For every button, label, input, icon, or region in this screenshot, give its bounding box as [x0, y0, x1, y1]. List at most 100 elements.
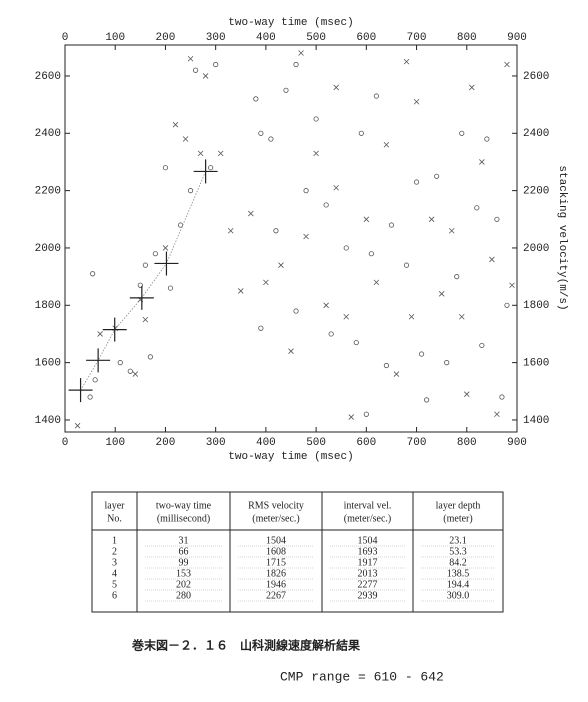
table	[91, 491, 504, 613]
x-axis-label-bottom: two-way time (msec)	[228, 451, 353, 463]
pick-cross	[68, 378, 93, 403]
table-cell: 1917	[358, 557, 378, 568]
circle-point	[484, 136, 490, 142]
x-point	[182, 136, 189, 142]
y-tick-label-right: 1800	[523, 300, 549, 312]
x-point	[494, 411, 500, 418]
y-tick-label-right: 2600	[523, 71, 549, 83]
circle-point	[90, 271, 96, 277]
circle-point	[343, 245, 349, 251]
x-point	[343, 313, 350, 320]
x-point	[448, 227, 455, 234]
x-point	[248, 210, 254, 217]
x-point	[303, 233, 309, 240]
table-cell: 3	[112, 557, 117, 568]
circle-point	[368, 251, 374, 257]
circle-point	[187, 188, 194, 194]
x-point	[323, 302, 329, 309]
table-cell: 153	[176, 568, 191, 579]
circle-point	[363, 411, 369, 417]
circle-point	[152, 251, 158, 257]
x-point	[413, 98, 420, 105]
circle-point	[358, 130, 364, 136]
circle-point	[479, 342, 485, 349]
circle-point	[137, 282, 143, 288]
x-point	[278, 262, 284, 268]
x-tick-label-bottom: 300	[206, 437, 226, 449]
circle-point	[167, 285, 174, 291]
circle-point	[328, 331, 334, 337]
x-point	[197, 150, 204, 157]
table-cell: 138.5	[447, 568, 470, 579]
table-cell: 2267	[266, 590, 286, 601]
x-axis-label-top: two-way time (msec)	[228, 17, 353, 29]
y-tick-label-left: 2200	[35, 186, 61, 198]
x-point	[428, 216, 435, 223]
x-point	[438, 291, 445, 297]
table-cell: 2013	[358, 568, 378, 579]
table-header: No.	[107, 513, 122, 524]
y-axis-label: stacking velocity(m/s)	[556, 165, 568, 310]
circle-point	[258, 130, 264, 136]
circle-point	[413, 179, 420, 185]
x-point	[504, 61, 510, 68]
table-cell: 5	[112, 579, 117, 590]
circle-point	[87, 394, 93, 400]
x-point	[227, 227, 234, 234]
y-tick-label-left: 2400	[35, 128, 61, 140]
plot-frame	[64, 44, 518, 433]
table-cell: 2277	[358, 579, 378, 590]
circle-point	[293, 61, 299, 68]
y-tick-label-left: 2600	[35, 71, 61, 83]
x-point	[333, 184, 339, 191]
table-cell: 194.4	[447, 579, 470, 590]
x-tick-label-bottom: 400	[256, 437, 276, 449]
y-tick-label-left: 1600	[35, 358, 61, 370]
circle-point	[273, 228, 279, 234]
x-point	[132, 371, 139, 377]
table-cell: 280	[176, 590, 191, 601]
x-point	[489, 256, 495, 263]
circle-point	[403, 262, 410, 268]
circle-point	[208, 165, 214, 171]
circle-point	[494, 216, 500, 222]
x-point	[363, 216, 370, 223]
x-point	[263, 279, 269, 286]
x-point	[288, 348, 294, 354]
circle-point	[418, 351, 425, 357]
pick-cross	[154, 251, 179, 276]
x-point	[408, 313, 415, 320]
x-tick-label-top: 800	[457, 32, 477, 44]
circle-point	[293, 308, 299, 314]
y-tick-label-right: 2000	[523, 243, 549, 255]
table-cell: 1504	[358, 535, 378, 546]
x-tick-label-bottom: 0	[62, 437, 69, 449]
circle-point	[147, 354, 153, 360]
x-point	[172, 121, 179, 128]
table-header: (meter/sec.)	[344, 513, 391, 524]
circle-point	[142, 262, 148, 268]
x-point	[393, 371, 400, 377]
x-tick-label-top: 100	[105, 32, 125, 44]
y-tick-label-right: 2400	[523, 128, 549, 140]
circle-point	[268, 136, 274, 142]
pick-cross	[102, 317, 127, 342]
circle-point	[283, 87, 289, 93]
x-point	[348, 414, 355, 420]
x-tick-label-top: 500	[306, 32, 326, 44]
table-cell: 1715	[266, 557, 286, 568]
x-point	[217, 150, 224, 157]
circle-point	[454, 274, 460, 280]
circle-point	[499, 394, 505, 400]
x-tick-label-top: 400	[256, 32, 276, 44]
table-cell: 2	[112, 546, 117, 557]
y-tick-label-left: 1400	[35, 415, 61, 427]
circle-point	[383, 362, 390, 369]
x-tick-label-bottom: 700	[407, 437, 427, 449]
table-cell: 53.3	[449, 546, 467, 557]
x-point	[142, 316, 149, 323]
table-cell: 6	[112, 590, 117, 601]
table-cell: 1	[112, 535, 117, 546]
x-tick-label-top: 0	[62, 32, 69, 44]
pick-cross	[129, 285, 154, 310]
